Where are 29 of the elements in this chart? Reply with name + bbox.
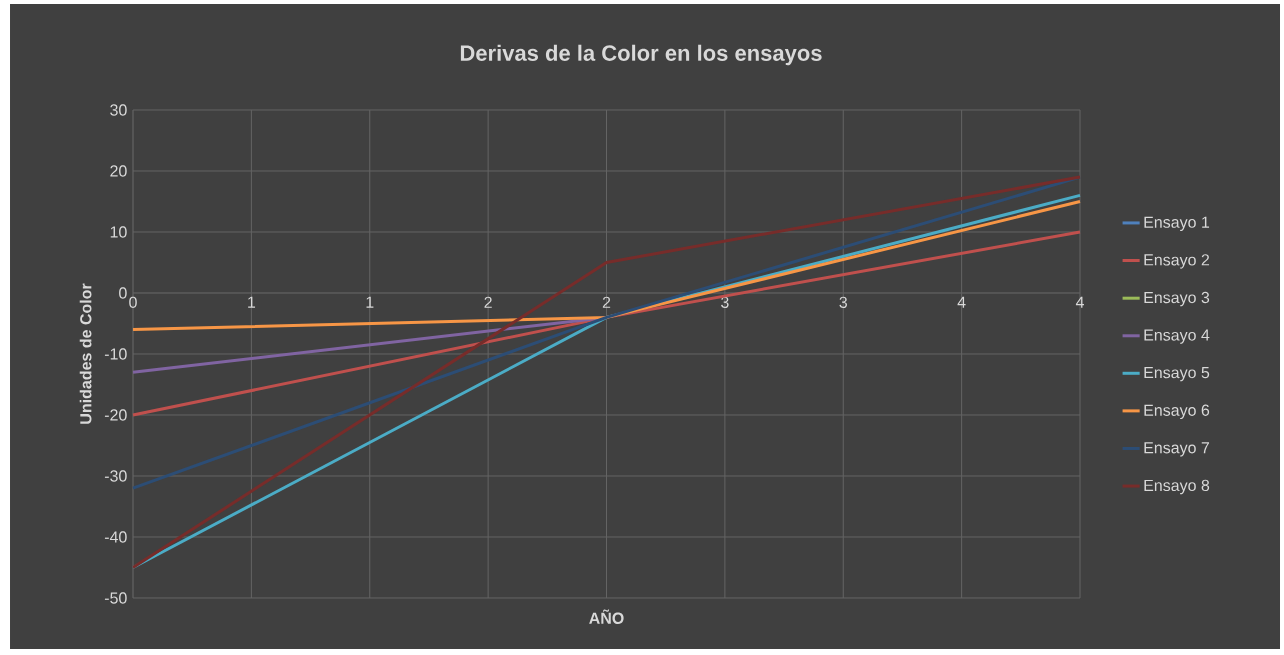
y-tick-label: 30 [110, 104, 127, 116]
y-tick-label: -40 [104, 531, 127, 543]
x-tick-label: 1 [248, 296, 256, 308]
x-tick-label: 4 [957, 296, 966, 308]
chart-title: Derivas de la Color en los ensayos [460, 44, 822, 66]
y-tick-label: -30 [104, 470, 127, 482]
x-tick-label: 4 [1075, 296, 1084, 308]
y-tick-label: -50 [104, 592, 127, 604]
y-tick-label: -20 [104, 409, 127, 421]
legend-label: Ensayo 5 [1144, 367, 1210, 382]
legend-label: Ensayo 6 [1144, 404, 1210, 420]
y-axis-title: Unidades de Color [79, 283, 92, 424]
legend-label: Ensayo 2 [1144, 254, 1210, 269]
legend-label: Ensayo 7 [1144, 442, 1210, 457]
x-tick-label: 3 [839, 296, 847, 308]
y-tick-label: 10 [110, 226, 127, 238]
x-axis-title: AÑO [589, 609, 624, 624]
x-tick-label: 2 [602, 296, 611, 308]
y-tick-label: -10 [104, 348, 127, 360]
y-tick-label: 20 [110, 165, 127, 177]
x-tick-label: 2 [484, 296, 492, 308]
legend-label: Ensayo 4 [1144, 329, 1210, 344]
legend-label: Ensayo 1 [1144, 216, 1210, 232]
y-tick-label: 0 [119, 287, 127, 299]
legend-label: Ensayo 3 [1144, 291, 1210, 307]
x-tick-label: 1 [366, 296, 374, 308]
legend-label: Ensayo 8 [1144, 479, 1210, 495]
x-tick-label: 3 [721, 296, 729, 308]
x-tick-label: 0 [129, 296, 137, 308]
